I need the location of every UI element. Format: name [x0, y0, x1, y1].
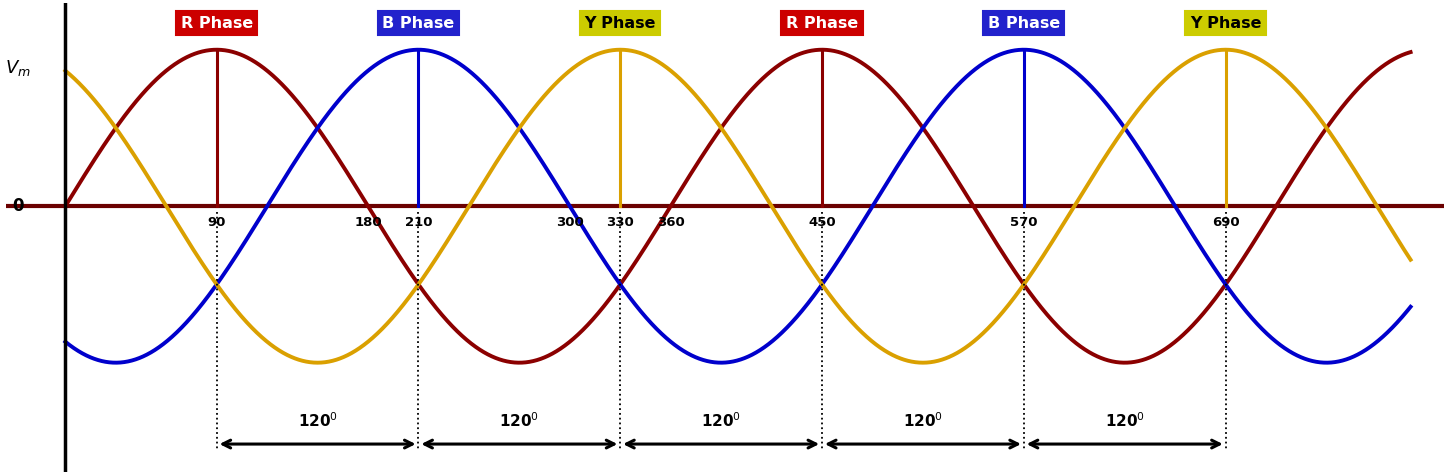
- Text: R Phase: R Phase: [181, 16, 253, 30]
- Text: 450: 450: [809, 216, 836, 228]
- Text: 120$^0$: 120$^0$: [298, 411, 337, 430]
- Text: 180: 180: [355, 216, 382, 228]
- Text: 300: 300: [556, 216, 583, 228]
- Text: 330: 330: [606, 216, 634, 228]
- Text: 120$^0$: 120$^0$: [903, 411, 943, 430]
- Text: Y Phase: Y Phase: [585, 16, 655, 30]
- Text: R Phase: R Phase: [786, 16, 858, 30]
- Text: 690: 690: [1211, 216, 1240, 228]
- Text: 120$^0$: 120$^0$: [702, 411, 741, 430]
- Text: 120$^0$: 120$^0$: [1104, 411, 1145, 430]
- Text: 210: 210: [405, 216, 433, 228]
- Text: 0: 0: [12, 197, 23, 215]
- Text: B Phase: B Phase: [382, 16, 454, 30]
- Text: 120$^0$: 120$^0$: [499, 411, 540, 430]
- Text: 570: 570: [1010, 216, 1037, 228]
- Text: B Phase: B Phase: [988, 16, 1061, 30]
- Text: 90: 90: [207, 216, 226, 228]
- Text: Y Phase: Y Phase: [1189, 16, 1262, 30]
- Text: $V_m$: $V_m$: [6, 58, 32, 78]
- Text: 360: 360: [657, 216, 684, 228]
